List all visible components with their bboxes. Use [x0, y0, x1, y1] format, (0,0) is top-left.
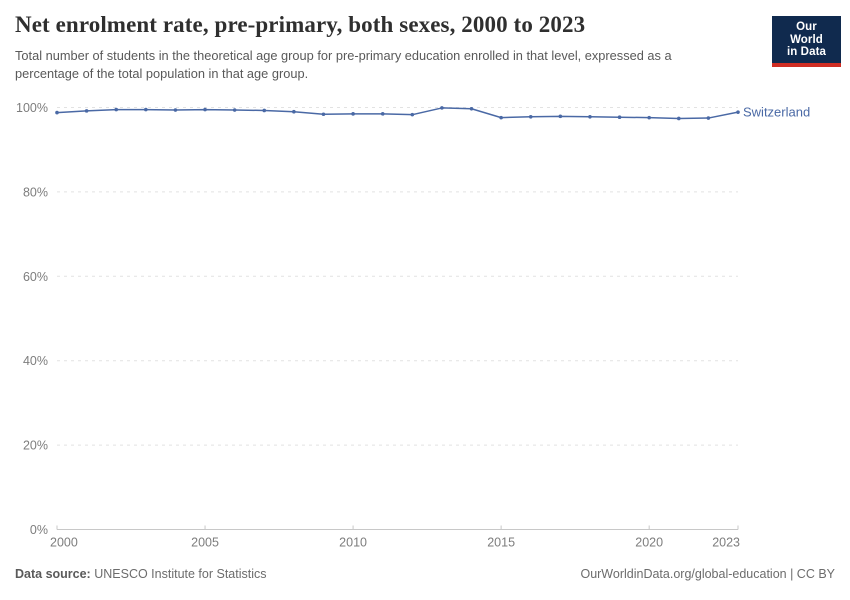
data-point	[528, 114, 533, 119]
data-point	[706, 116, 711, 120]
data-point	[617, 115, 622, 120]
data-source-value: UNESCO Institute for Statistics	[94, 567, 267, 581]
data-point	[380, 112, 385, 116]
data-point	[321, 112, 326, 117]
data-point	[558, 114, 563, 119]
data-point	[351, 112, 355, 116]
data-point	[262, 108, 267, 113]
series-end-label: Switzerland	[743, 105, 810, 120]
data-point	[144, 107, 148, 112]
page-title: Net enrolment rate, pre-primary, both se…	[15, 12, 586, 37]
chart-footer: Data source: UNESCO Institute for Statis…	[15, 567, 835, 581]
y-axis-tick-label: 20%	[23, 439, 48, 453]
data-source-label: Data source:	[15, 567, 91, 581]
data-source: Data source: UNESCO Institute for Statis…	[15, 567, 267, 581]
series-line	[56, 107, 739, 120]
data-point	[469, 106, 474, 111]
x-axis-tick-label: 2010	[339, 536, 367, 550]
x-axis-tick-label: 2020	[635, 536, 663, 550]
data-point	[292, 109, 296, 114]
data-point	[647, 115, 651, 120]
y-axis-tick-label: 80%	[23, 185, 48, 199]
data-point	[410, 112, 415, 117]
data-point	[84, 109, 89, 113]
x-axis-tick-label: 2000	[50, 536, 78, 550]
data-point	[232, 108, 237, 112]
owid-logo-line1: Our World	[790, 21, 823, 46]
data-point	[55, 110, 59, 115]
data-point	[114, 107, 119, 112]
chart-subtitle: Total number of students in the theoreti…	[15, 48, 672, 81]
data-point	[676, 116, 681, 121]
data-point	[203, 107, 207, 112]
x-axis-tick-label: 2015	[487, 536, 515, 550]
y-axis-tick-label: 0%	[30, 523, 48, 537]
data-point	[499, 115, 503, 120]
attribution: OurWorldinData.org/global-education | CC…	[580, 567, 835, 581]
y-axis-tick-label: 100%	[16, 101, 48, 115]
x-axis-tick-label: 2005	[191, 536, 219, 550]
y-axis-tick-label: 40%	[23, 354, 48, 368]
data-point	[173, 108, 178, 112]
data-point	[440, 106, 444, 110]
x-axis-tick-label: 2023	[712, 536, 740, 550]
owid-logo-line2: in Data	[786, 46, 827, 58]
y-axis-tick-label: 60%	[23, 270, 48, 284]
owid-logo: Our World in Data	[772, 16, 841, 67]
data-point	[736, 110, 740, 114]
data-point	[588, 114, 592, 119]
